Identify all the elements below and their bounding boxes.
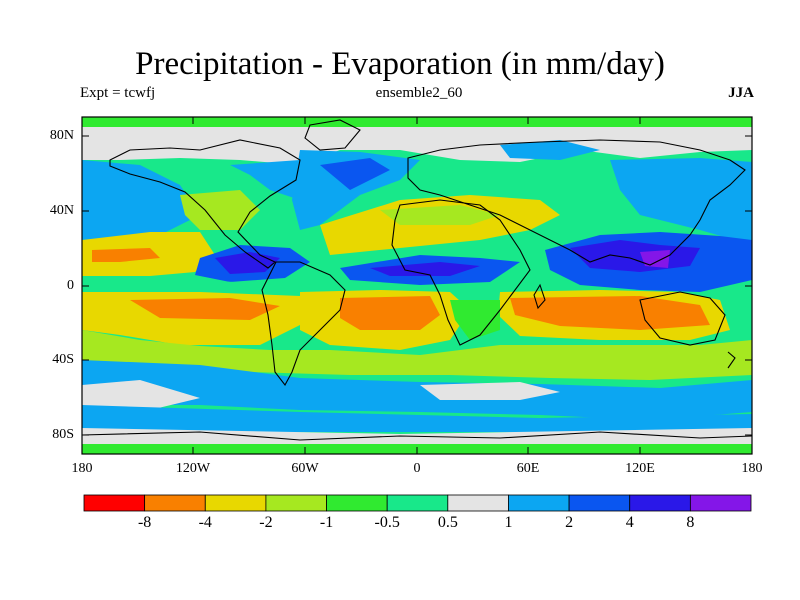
ne-pacific-dry-core: [92, 248, 160, 262]
experiment-label: Expt = tcwfj: [80, 85, 156, 101]
lon-label-60w: 60W: [291, 461, 319, 476]
lon-label-180w: 180: [71, 461, 93, 476]
east-pacific-itcz-core: [215, 252, 280, 274]
colorbar-tick-label: 0.5: [437, 514, 458, 531]
southern-ocean-neutral-central: [420, 382, 560, 400]
north-atlantic-core: [320, 158, 390, 190]
southern-midlat-transition: [82, 330, 752, 380]
continent-outlines: [82, 119, 752, 441]
south-indian-dry-core: [510, 296, 710, 330]
north-pacific-west-wet: [610, 158, 752, 245]
lat-label-80n: 80N: [49, 128, 74, 143]
colorbar-tick-label: -4: [198, 514, 212, 531]
colorbar-tick-label: 1: [504, 514, 513, 531]
new-zealand-outline: [727, 351, 736, 369]
lat-label-40s: 40S: [52, 352, 74, 367]
colorbar-swatch: [204, 494, 267, 512]
colorbar-tick-label: 2: [565, 514, 574, 531]
axis-ticks: [82, 117, 752, 454]
colorbar-swatch: [326, 494, 388, 512]
antarctica-outline: [82, 431, 752, 441]
north-america-dry: [180, 190, 260, 230]
greenland-outline: [304, 119, 361, 151]
colorbar-tick-label: 8: [686, 514, 695, 531]
lon-label-0: 0: [413, 461, 421, 476]
colorbar-tick-label: -2: [259, 514, 273, 531]
colorbar-tick-label: -8: [137, 514, 152, 531]
southern-africa-moist: [450, 300, 500, 340]
southern-ocean-neutral-west: [82, 380, 200, 410]
colorbar: [83, 494, 752, 512]
lat-label-80s: 80S: [52, 427, 74, 442]
lon-label-60e: 60E: [516, 461, 540, 476]
colorbar-swatch: [265, 494, 327, 512]
ensemble-label: ensemble2_60: [375, 85, 463, 101]
south-america-outline: [261, 261, 346, 387]
precip-evap-field: [82, 117, 752, 454]
colorbar-tick-label: -0.5: [374, 514, 400, 531]
north-pacific-east-wet: [82, 160, 200, 240]
se-pacific-dry-core: [130, 298, 280, 320]
lon-label-120e: 120E: [625, 461, 655, 476]
north-america-outline: [109, 139, 301, 269]
south-atlantic-dry-core: [340, 296, 440, 330]
season-label: JJA: [728, 85, 754, 101]
madagascar-outline: [533, 283, 546, 310]
colorbar-swatch: [386, 494, 449, 512]
subantarctic-wet: [82, 405, 752, 432]
equatorial-ribbon-west: [82, 280, 340, 295]
colorbar-tick-label: 4: [625, 514, 634, 531]
lat-label-40n: 40N: [49, 203, 74, 218]
colorbar-swatch: [689, 494, 752, 512]
arctic-wet-patch: [500, 140, 600, 160]
figure-title: Precipitation - Evaporation (in mm/day): [135, 46, 665, 82]
eurasia-outline: [407, 139, 746, 266]
colorbar-swatch: [83, 494, 146, 512]
sahara-dry-inner: [380, 205, 500, 225]
colorbar-tick-label: -1: [319, 514, 334, 531]
colorbar-swatch: [447, 494, 509, 512]
africa-itcz-core: [370, 262, 480, 276]
north-america-wet: [230, 160, 300, 200]
arctic-neutral-zone: [82, 127, 752, 165]
colorbar-swatch: [568, 494, 631, 512]
australia-outline: [639, 291, 726, 346]
colorbar-swatch: [144, 494, 206, 512]
asian-monsoon-max: [640, 250, 670, 268]
colorbar-swatch: [629, 494, 691, 512]
lon-label-180e: 180: [741, 461, 763, 476]
lon-label-120w: 120W: [175, 461, 211, 476]
colorbar-swatch: [508, 494, 570, 512]
lat-label-equator: 0: [67, 278, 74, 293]
africa-outline: [391, 199, 531, 346]
southern-ocean-wet: [82, 360, 752, 420]
